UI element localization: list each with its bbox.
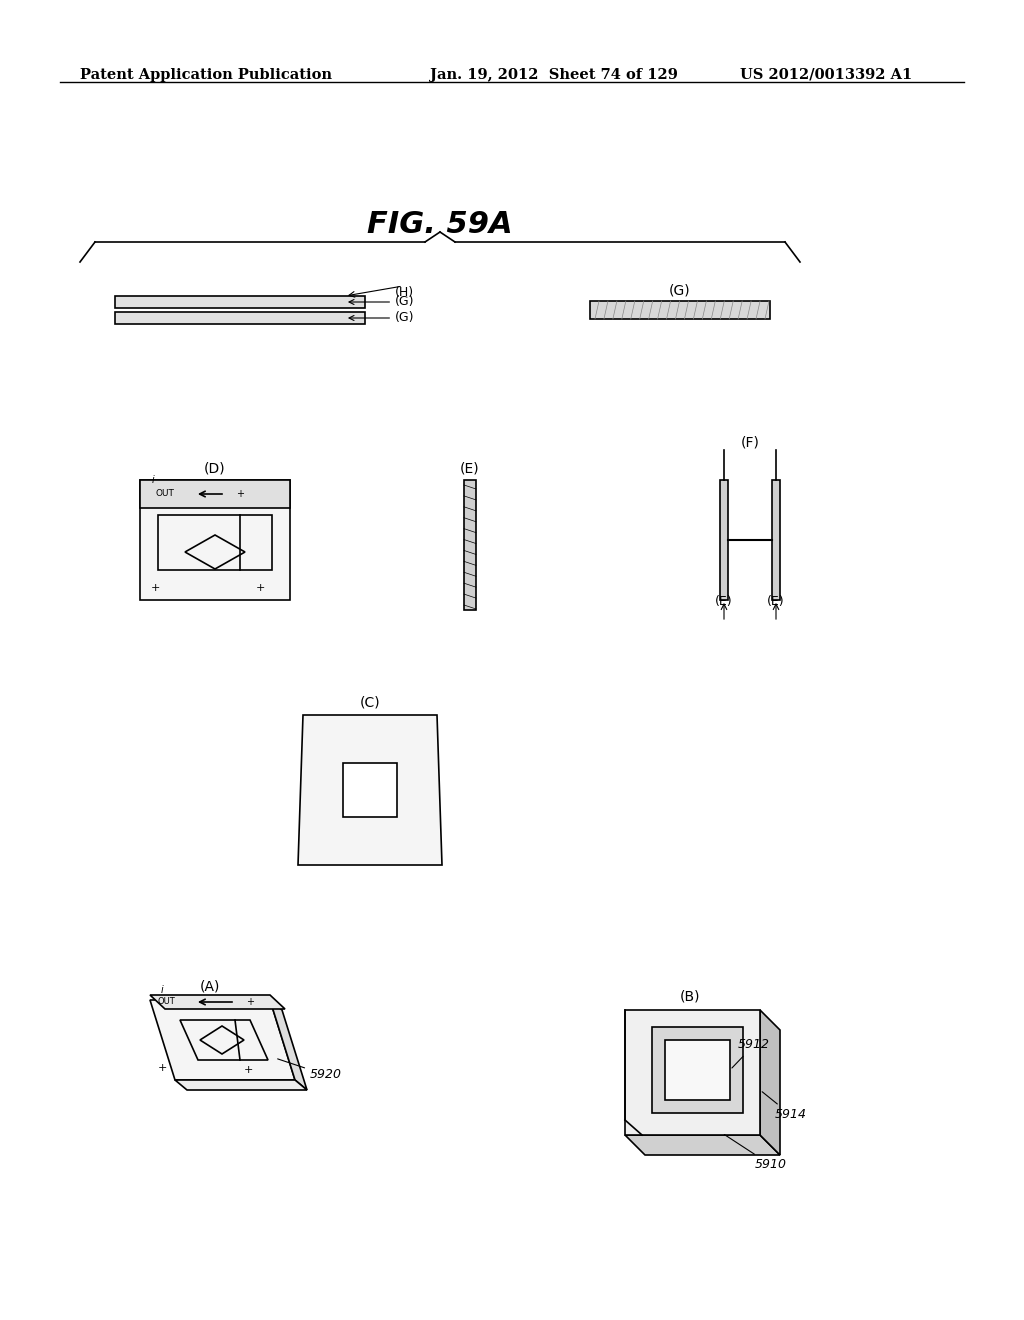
Polygon shape	[590, 301, 770, 319]
Polygon shape	[625, 1135, 780, 1155]
Text: (E): (E)	[715, 595, 733, 609]
Text: Jan. 19, 2012  Sheet 74 of 129: Jan. 19, 2012 Sheet 74 of 129	[430, 69, 678, 82]
Text: Patent Application Publication: Patent Application Publication	[80, 69, 332, 82]
Polygon shape	[140, 480, 290, 601]
Polygon shape	[298, 715, 442, 865]
Text: OUT: OUT	[155, 490, 174, 499]
Text: +: +	[158, 1063, 167, 1073]
Polygon shape	[652, 1027, 743, 1113]
Text: (G): (G)	[349, 312, 415, 325]
Text: (E): (E)	[767, 595, 784, 609]
Polygon shape	[665, 1040, 730, 1100]
Text: 5914: 5914	[762, 1092, 807, 1122]
Polygon shape	[343, 763, 397, 817]
Polygon shape	[150, 1001, 295, 1080]
Text: (D): (D)	[204, 462, 226, 477]
Polygon shape	[720, 480, 728, 601]
Text: +: +	[236, 488, 244, 499]
Text: OUT: OUT	[158, 998, 176, 1006]
Polygon shape	[140, 480, 290, 508]
Text: +: +	[244, 1065, 253, 1074]
Polygon shape	[772, 480, 780, 601]
Text: (B): (B)	[680, 990, 700, 1005]
Polygon shape	[464, 480, 476, 610]
Text: 5910: 5910	[724, 1134, 787, 1172]
Text: (C): (C)	[359, 696, 380, 709]
Text: (G): (G)	[670, 282, 691, 297]
Text: (G): (G)	[349, 296, 415, 309]
Polygon shape	[175, 1080, 307, 1090]
Text: i: i	[152, 475, 155, 484]
Polygon shape	[760, 1010, 780, 1155]
Text: (F): (F)	[740, 436, 760, 449]
Text: (H): (H)	[395, 286, 414, 300]
Text: US 2012/0013392 A1: US 2012/0013392 A1	[740, 69, 912, 82]
Text: +: +	[255, 583, 264, 593]
Text: +: +	[151, 583, 160, 593]
Text: FIG. 59A: FIG. 59A	[368, 210, 513, 239]
Polygon shape	[270, 1001, 307, 1090]
Polygon shape	[115, 296, 365, 308]
Polygon shape	[115, 312, 365, 323]
Polygon shape	[625, 1010, 760, 1135]
Polygon shape	[150, 995, 285, 1008]
Text: (E): (E)	[460, 462, 480, 477]
Text: i: i	[161, 985, 164, 995]
Text: +: +	[246, 997, 254, 1007]
Text: 5912: 5912	[732, 1039, 770, 1068]
Text: 5920: 5920	[278, 1059, 342, 1081]
Text: (A): (A)	[200, 979, 220, 994]
